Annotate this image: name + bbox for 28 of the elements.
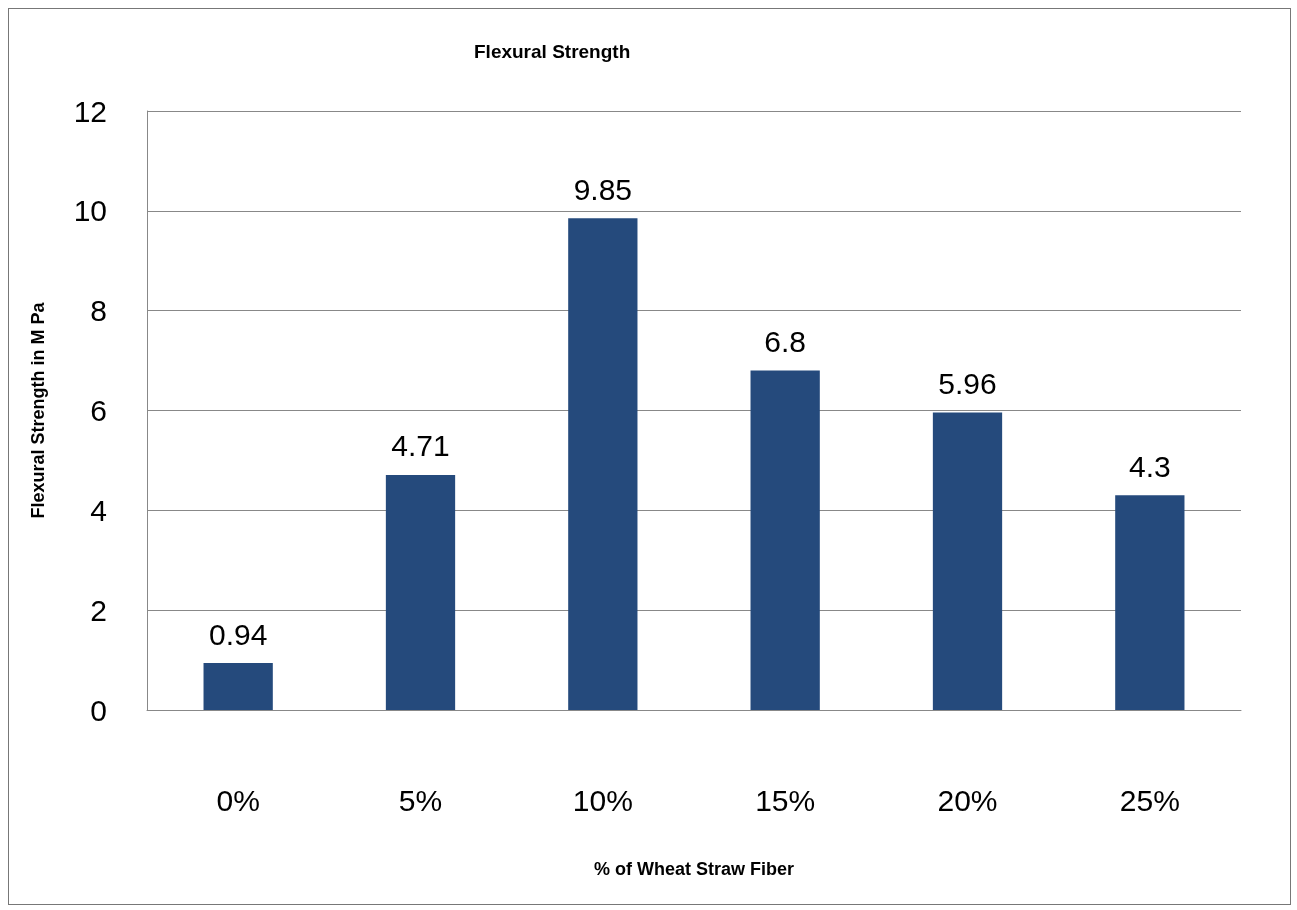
chart-title: Flexural Strength: [474, 41, 631, 62]
data-label: 4.3: [1128, 449, 1171, 483]
bar: [1115, 495, 1185, 710]
x-tick-label: 10%: [572, 783, 633, 817]
bar: [568, 218, 638, 710]
x-tick-label: 25%: [1119, 783, 1180, 817]
bar: [932, 412, 1003, 710]
y-tick-label: 10: [73, 194, 107, 228]
bar: [203, 663, 273, 710]
data-label: 9.85: [573, 172, 633, 206]
x-tick-label: 20%: [937, 783, 998, 817]
data-label: 4.71: [391, 429, 450, 463]
data-label: 6.8: [764, 325, 807, 359]
x-tick-label: 0%: [216, 783, 260, 817]
x-tick-label: 5%: [398, 783, 443, 817]
bar: [750, 370, 820, 710]
x-tick-label: 15%: [755, 783, 816, 817]
bar: [385, 474, 456, 710]
y-tick-label: 8: [90, 294, 107, 328]
y-axis-title: Flexural Strength in M Pa: [28, 301, 48, 519]
y-tick-label: 2: [90, 593, 107, 627]
y-tick-label: 6: [90, 394, 107, 427]
y-tick-label: 0: [90, 693, 107, 727]
data-label: 5.96: [938, 367, 997, 400]
x-axis-title: % of Wheat Straw Fiber: [593, 859, 795, 879]
y-tick-label: 12: [73, 94, 107, 128]
y-tick-label: 4: [90, 493, 107, 527]
data-label: 0.94: [208, 617, 268, 651]
